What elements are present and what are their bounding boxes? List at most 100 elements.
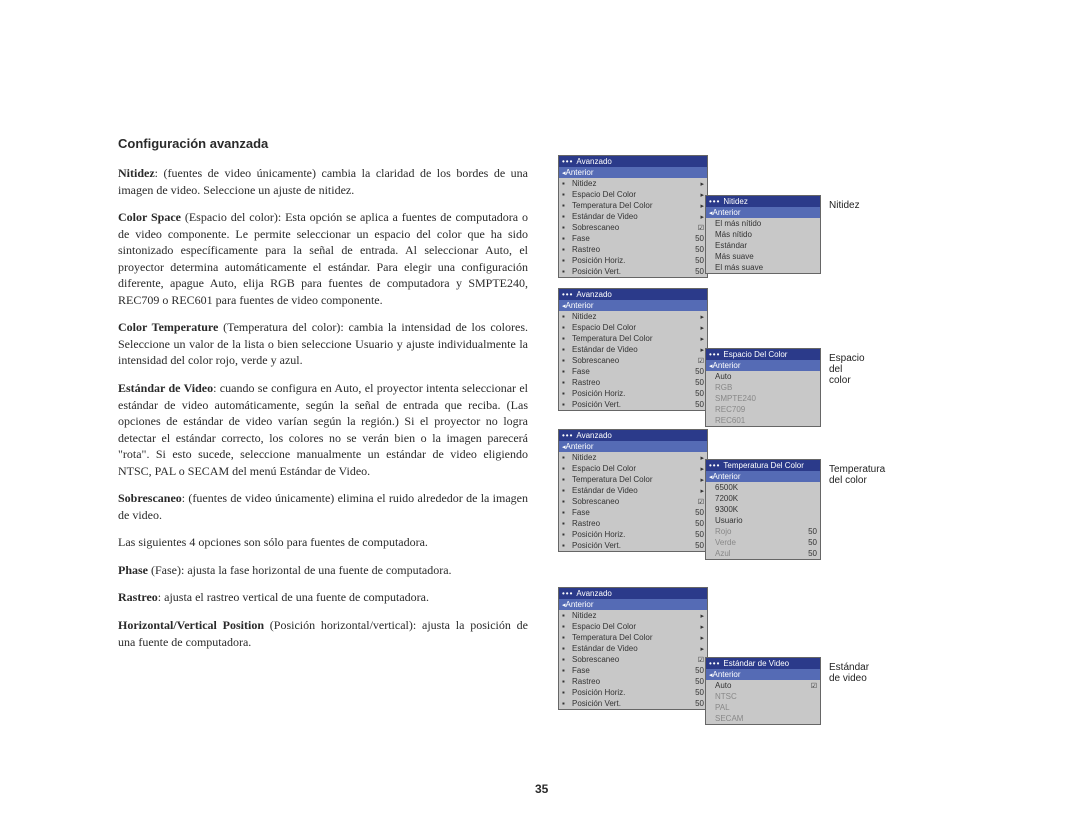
submenu-item[interactable]: SMPTE240 (706, 393, 820, 404)
menu-item[interactable]: ▪Sobrescaneo☑ (559, 496, 707, 507)
menu-item[interactable]: ▪Estándar de Video (559, 643, 707, 654)
menu-item[interactable]: ▪Posición Vert.50 (559, 698, 707, 709)
submenu-item[interactable]: El más nítido (706, 218, 820, 229)
submenu-header: •••Espacio Del Color (706, 349, 820, 360)
fig-espacio: •••AvanzadoAnterior▪Nitidez▪Espacio Del … (558, 288, 708, 411)
item-icon: ▪ (562, 378, 572, 387)
text-rastreo: : ajusta el rastreo vertical de una fuen… (158, 590, 429, 604)
submenu-item[interactable]: RGB (706, 382, 820, 393)
menu-header: •••Avanzado (559, 156, 707, 167)
arrow-icon (680, 323, 704, 332)
submenu-item[interactable]: 7200K (706, 493, 820, 504)
item-label: REC709 (709, 405, 817, 414)
submenu-item[interactable]: SECAM (706, 713, 820, 724)
menu-item[interactable]: ▪Rastreo50 (559, 244, 707, 255)
menu-title: Avanzado (576, 157, 611, 166)
submenu-item[interactable]: Estándar (706, 240, 820, 251)
submenu-item[interactable]: Auto☑ (706, 680, 820, 691)
menu-item[interactable]: ▪Temperatura Del Color (559, 333, 707, 344)
submenu-item[interactable]: REC601 (706, 415, 820, 426)
submenu-item[interactable]: Verde50 (706, 537, 820, 548)
submenu-item[interactable]: Azul50 (706, 548, 820, 559)
menu-anterior[interactable]: Anterior (559, 167, 707, 178)
menu-item[interactable]: ▪Sobrescaneo☑ (559, 654, 707, 665)
item-icon: ▪ (562, 267, 572, 276)
menu-title: Avanzado (576, 431, 611, 440)
submenu-item[interactable]: 6500K (706, 482, 820, 493)
item-label: Estándar de Video (572, 486, 680, 495)
menu-item[interactable]: ▪Nitidez (559, 178, 707, 189)
text-nitidez: : (fuentes de video únicamente) cambia l… (118, 166, 528, 197)
arrow-icon (680, 212, 704, 221)
menu-item[interactable]: ▪Sobrescaneo☑ (559, 355, 707, 366)
menu-item[interactable]: ▪Temperatura Del Color (559, 200, 707, 211)
item-label: Posición Horiz. (572, 256, 680, 265)
menu-item[interactable]: ▪Posición Horiz.50 (559, 687, 707, 698)
menu-item[interactable]: ▪Espacio Del Color (559, 621, 707, 632)
item-label: Posición Vert. (572, 699, 680, 708)
submenu-item[interactable]: 9300K (706, 504, 820, 515)
menu-item[interactable]: ▪Espacio Del Color (559, 189, 707, 200)
menu-item[interactable]: ▪Nitidez (559, 452, 707, 463)
menu-item[interactable]: ▪Fase50 (559, 665, 707, 676)
menu-item[interactable]: ▪Posición Horiz.50 (559, 388, 707, 399)
submenu-anterior[interactable]: Anterior (706, 207, 820, 218)
section-heading: Configuración avanzada (118, 136, 528, 151)
menu-item[interactable]: ▪Estándar de Video (559, 344, 707, 355)
menu-anterior[interactable]: Anterior (559, 599, 707, 610)
submenu-item[interactable]: Más suave (706, 251, 820, 262)
item-label: Fase (572, 508, 680, 517)
item-label: Más nítido (709, 230, 817, 239)
submenu-item[interactable]: El más suave (706, 262, 820, 273)
bold-phase: Phase (118, 563, 148, 577)
submenu-item[interactable]: REC709 (706, 404, 820, 415)
submenu-item[interactable]: PAL (706, 702, 820, 713)
menu-item[interactable]: ▪Sobrescaneo☑ (559, 222, 707, 233)
espacio-submenu: •••Espacio Del ColorAnteriorAutoRGBSMPTE… (705, 348, 821, 427)
anterior-label: Anterior (713, 670, 741, 679)
menu-item[interactable]: ▪Nitidez (559, 311, 707, 322)
menu-item[interactable]: ▪Fase50 (559, 233, 707, 244)
item-label: El más suave (709, 263, 817, 272)
item-label: Fase (572, 234, 680, 243)
menu-item[interactable]: ▪Posición Horiz.50 (559, 255, 707, 266)
menu-item[interactable]: ▪Posición Vert.50 (559, 266, 707, 277)
item-label: Posición Vert. (572, 400, 680, 409)
menu-item[interactable]: ▪Rastreo50 (559, 377, 707, 388)
page-number: 35 (535, 782, 548, 796)
item-label: 9300K (709, 505, 817, 514)
menu-anterior[interactable]: Anterior (559, 300, 707, 311)
menu-item[interactable]: ▪Fase50 (559, 366, 707, 377)
menu-item[interactable]: ▪Temperatura Del Color (559, 632, 707, 643)
value: 50 (680, 699, 704, 708)
submenu-item[interactable]: Rojo50 (706, 526, 820, 537)
menu-item[interactable]: ▪Rastreo50 (559, 518, 707, 529)
menu-item[interactable]: ▪Estándar de Video (559, 485, 707, 496)
menu-item[interactable]: ▪Fase50 (559, 507, 707, 518)
menu-anterior[interactable]: Anterior (559, 441, 707, 452)
submenu-anterior[interactable]: Anterior (706, 669, 820, 680)
item-label: Auto (709, 372, 817, 381)
item-icon: ▪ (562, 312, 572, 321)
item-icon: ▪ (562, 622, 572, 631)
submenu-item[interactable]: NTSC (706, 691, 820, 702)
item-label: Azul (709, 549, 793, 558)
submenu-item[interactable]: Más nítido (706, 229, 820, 240)
menu-item[interactable]: ▪Espacio Del Color (559, 463, 707, 474)
submenu-anterior[interactable]: Anterior (706, 360, 820, 371)
item-label: Sobrescaneo (572, 223, 680, 232)
text-colorspace: (Espacio del color): Esta opción se apli… (118, 210, 528, 307)
value: 50 (680, 267, 704, 276)
temp-submenu: •••Temperatura Del ColorAnterior6500K720… (705, 459, 821, 560)
submenu-item[interactable]: Usuario (706, 515, 820, 526)
submenu-anterior[interactable]: Anterior (706, 471, 820, 482)
submenu-item[interactable]: Auto (706, 371, 820, 382)
menu-item[interactable]: ▪Posición Horiz.50 (559, 529, 707, 540)
menu-item[interactable]: ▪Nitidez (559, 610, 707, 621)
menu-item[interactable]: ▪Estándar de Video (559, 211, 707, 222)
menu-item[interactable]: ▪Posición Vert.50 (559, 399, 707, 410)
menu-item[interactable]: ▪Rastreo50 (559, 676, 707, 687)
menu-item[interactable]: ▪Temperatura Del Color (559, 474, 707, 485)
menu-item[interactable]: ▪Posición Vert.50 (559, 540, 707, 551)
menu-item[interactable]: ▪Espacio Del Color (559, 322, 707, 333)
